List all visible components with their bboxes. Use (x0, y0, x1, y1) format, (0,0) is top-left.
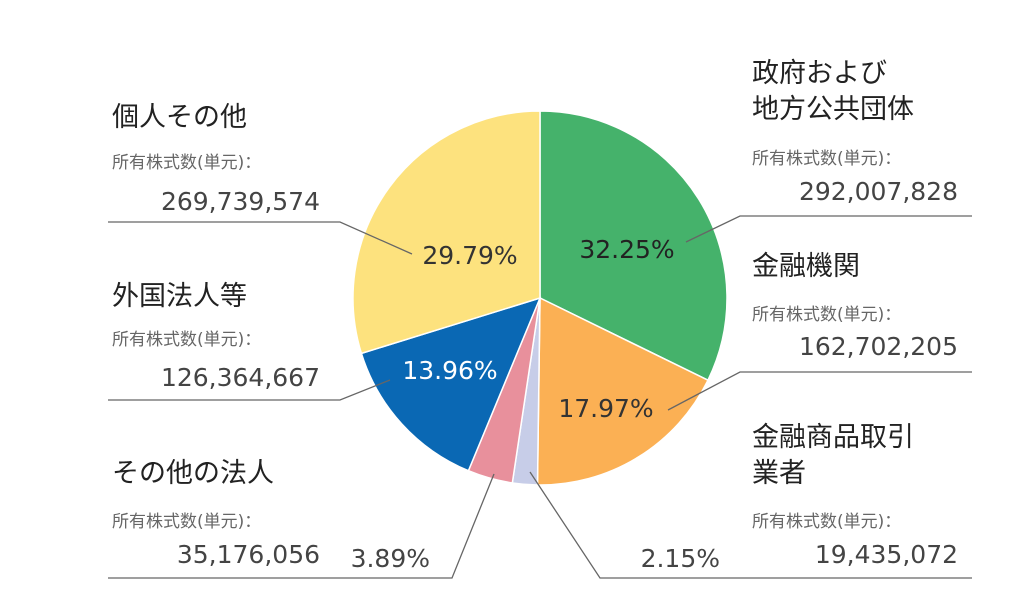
pie-slice-foreign (360, 296, 542, 472)
shares-caption-individual: 所有株式数(単元)： (112, 153, 261, 173)
shares-caption-brokers: 所有株式数(単元)： (752, 512, 901, 532)
category-title-brokers: 業者 (752, 458, 806, 489)
percent-label-brokers: 2.15% (641, 544, 720, 573)
percent-labels: 32.25% 17.97% 2.15% 3.89% 13.96% 29.79% (351, 235, 720, 573)
percent-label-corp: 3.89% (351, 544, 430, 573)
leader-line-individual (108, 221, 413, 255)
shares-caption-corp: 所有株式数(単元)： (112, 512, 261, 532)
pie-slices (352, 110, 728, 486)
shares-caption-gov: 所有株式数(単元)： (752, 149, 901, 169)
category-title-financial: 金融機関 (752, 251, 860, 282)
pie-slice-individual (352, 110, 541, 355)
leader-line-foreign (108, 379, 391, 401)
leader-line-gov (685, 215, 972, 243)
percent-label-foreign: 13.96% (402, 356, 497, 385)
shares-value-corp: 35,176,056 (177, 540, 320, 569)
pie-slice-gov (539, 110, 728, 382)
category-title-foreign: 外国法人等 (112, 281, 247, 312)
shares-value-financial: 162,702,205 (799, 332, 958, 361)
category-title-brokers: 金融商品取引 (752, 422, 914, 453)
percent-label-individual: 29.79% (422, 241, 517, 270)
percent-label-gov: 32.25% (579, 235, 674, 264)
shares-value-brokers: 19,435,072 (815, 540, 958, 569)
category-title-gov: 政府および (752, 58, 887, 89)
leader-line-corp (108, 473, 495, 579)
leader-line-brokers (529, 471, 972, 579)
shares-value-individual: 269,739,574 (161, 187, 320, 216)
category-title-individual: 個人その他 (112, 102, 247, 133)
category-title-gov: 地方公共団体 (752, 94, 914, 125)
leader-lines (108, 215, 972, 579)
shares-caption-financial: 所有株式数(単元)： (752, 305, 901, 325)
shares-value-gov: 292,007,828 (799, 177, 958, 206)
leader-line-financial (667, 371, 972, 411)
pie-slice-financial (536, 296, 709, 486)
category-title-corp: その他の法人 (112, 458, 274, 489)
percent-label-financial: 17.97% (558, 394, 653, 423)
shares-value-foreign: 126,364,667 (161, 363, 320, 392)
category-labels: 政府および地方公共団体所有株式数(単元)：292,007,828金融機関所有株式… (112, 58, 958, 569)
shares-caption-foreign: 所有株式数(単元)： (112, 330, 261, 350)
